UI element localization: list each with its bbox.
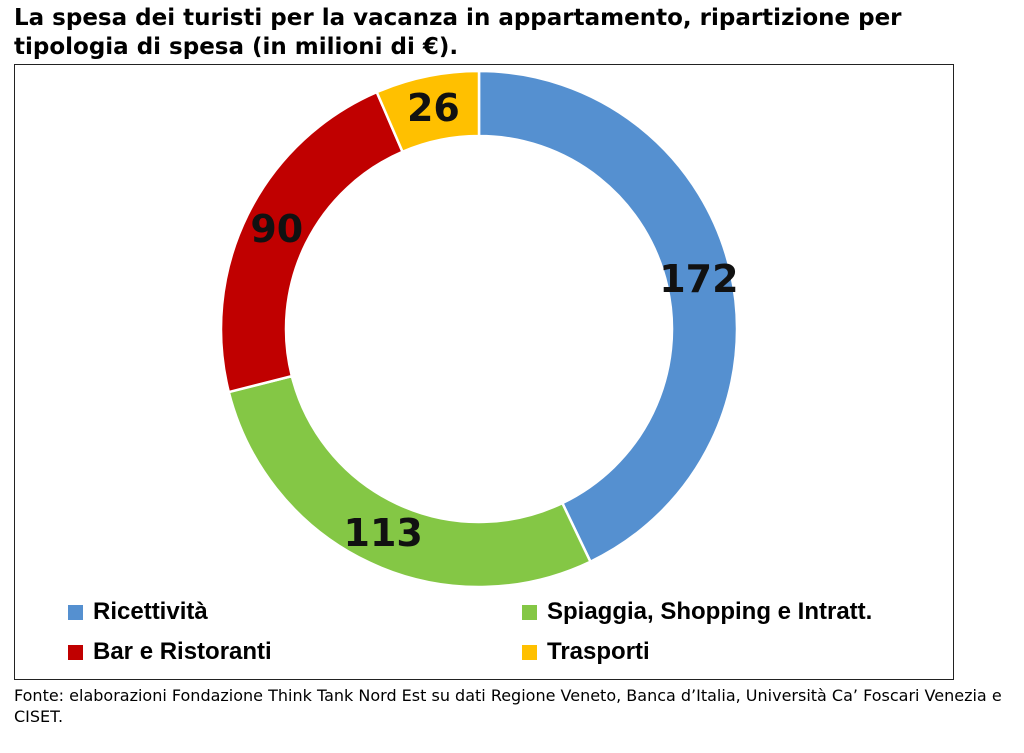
chart-title: La spesa dei turisti per la vacanza in a…	[14, 5, 902, 60]
legend-label-ricettivita: Ricettività	[93, 598, 208, 625]
legend-label-trasporti: Trasporti	[547, 638, 650, 665]
legend-item-ricettivita: Ricettività	[68, 597, 208, 627]
data-label-spiaggia-shopping-e-intratt: 113	[344, 511, 423, 555]
legend-label-spiaggia: Spiaggia, Shopping e Intratt.	[547, 598, 873, 625]
data-label-trasporti: 26	[407, 86, 460, 130]
legend-swatch-bar	[68, 644, 83, 660]
legend-swatch-spiaggia	[522, 604, 537, 620]
slice-bar-e-ristoranti	[219, 90, 405, 394]
legend-item-spiaggia: Spiaggia, Shopping e Intratt.	[522, 597, 872, 627]
data-label-bar-e-ristoranti: 90	[250, 207, 303, 251]
data-label-ricettivita: 172	[659, 257, 738, 301]
donut-data-labels: 172 113 90 26	[250, 86, 738, 555]
chart-frame	[14, 64, 954, 680]
legend-item-trasporti: Trasporti	[522, 637, 650, 667]
legend-item-bar: Bar e Ristoranti	[68, 637, 272, 667]
slice-ricettivita	[477, 69, 739, 564]
slice-trasporti	[375, 69, 481, 154]
legend-label-bar: Bar e Ristoranti	[93, 638, 272, 665]
legend-swatch-ricettivita	[68, 604, 83, 620]
slice-spiaggia-shopping-e-intratt	[227, 374, 593, 589]
source-note: Fonte: elaborazioni Fondazione Think Tan…	[14, 686, 1002, 726]
legend-swatch-trasporti	[522, 644, 537, 660]
donut-slices	[219, 69, 739, 589]
